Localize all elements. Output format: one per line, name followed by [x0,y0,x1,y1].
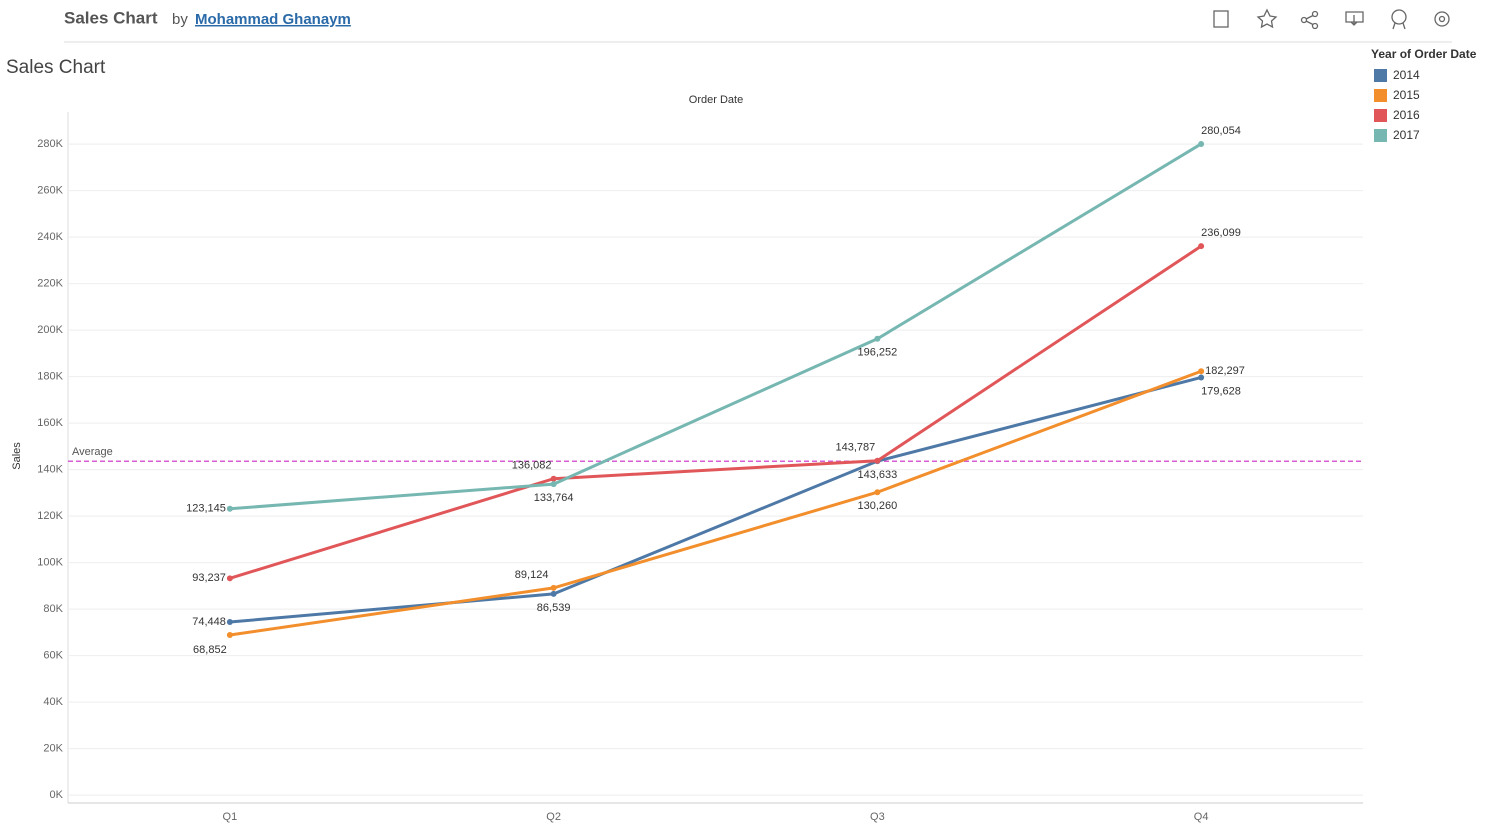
y-tick-label: 280K [37,138,63,150]
y-tick-label: 220K [37,277,63,289]
data-point [874,457,881,464]
value-label: 130,260 [857,500,897,512]
x-tick-label: Q3 [870,811,885,823]
y-tick-label: 200K [37,324,63,336]
y-tick-label: 180K [37,370,63,382]
data-point [226,505,233,512]
data-point [550,475,557,482]
value-label: 136,082 [512,460,552,472]
value-label: 74,448 [192,616,226,628]
y-tick-label: 120K [37,510,63,522]
value-label: 236,099 [1201,227,1241,239]
x-tick-label: Q1 [223,811,238,823]
value-label: 182,297 [1205,365,1245,377]
value-label: 123,145 [186,503,226,515]
series-line [229,369,1202,637]
x-tick-label: Q4 [1194,811,1209,823]
favorite-icon[interactable] [1256,8,1278,29]
y-tick-label: 160K [37,417,63,429]
data-point [874,489,881,496]
value-label: 196,252 [857,347,897,359]
data-point [550,481,557,488]
download-icon[interactable] [1345,11,1364,26]
chart-title: Sales Chart [6,57,106,78]
legend-label: 2014 [1393,68,1420,82]
data-point [226,632,233,639]
value-label: 143,633 [857,469,897,481]
legend-swatch [1374,129,1387,142]
y-axis-title: Sales [11,442,23,470]
data-point [226,575,233,582]
y-tick-label: 140K [37,463,63,475]
header-by: by [172,11,188,28]
data-point [1198,374,1205,381]
legend-swatch [1374,89,1387,102]
series-line [229,376,1202,624]
series-line [229,244,1202,580]
author-link[interactable]: Mohammad Ghanaym [195,11,351,28]
legend-title: Year of Order Date [1371,47,1477,61]
value-label: 86,539 [537,602,571,614]
data-point [226,619,233,626]
y-tick-label: 240K [37,231,63,243]
data-point [1198,140,1205,147]
value-label: 280,054 [1201,125,1241,137]
legend-label: 2015 [1393,88,1420,102]
legend-swatch [1374,109,1387,122]
data-point [550,590,557,597]
value-label: 68,852 [193,644,227,656]
reference-label: Average [72,446,113,458]
header-title: Sales Chart [64,8,158,27]
value-label: 89,124 [515,569,549,581]
toolbar [1213,8,1450,30]
x-tick-label: Q2 [546,811,561,823]
legend-swatch [1374,69,1387,82]
y-tick-label: 0K [50,789,64,801]
data-point [1198,368,1205,375]
y-tick-label: 80K [43,603,63,615]
value-label: 143,787 [835,442,875,454]
legend-label: 2017 [1393,128,1420,142]
data-point [874,335,881,342]
series-line [229,142,1202,511]
settings-icon[interactable] [1434,11,1450,27]
x-axis-title: Order Date [689,94,743,106]
value-label: 179,628 [1201,385,1241,397]
legend-label: 2016 [1393,108,1420,122]
y-tick-label: 100K [37,556,63,568]
value-label: 133,764 [534,492,574,504]
value-label: 93,237 [192,572,226,584]
edit-icon[interactable] [1213,10,1229,28]
y-tick-label: 40K [43,696,63,708]
badge-icon[interactable] [1391,9,1407,25]
y-tick-label: 20K [43,743,63,755]
y-tick-label: 60K [43,649,63,661]
data-point [1198,243,1205,250]
data-point [550,584,557,591]
y-tick-label: 260K [37,184,63,196]
